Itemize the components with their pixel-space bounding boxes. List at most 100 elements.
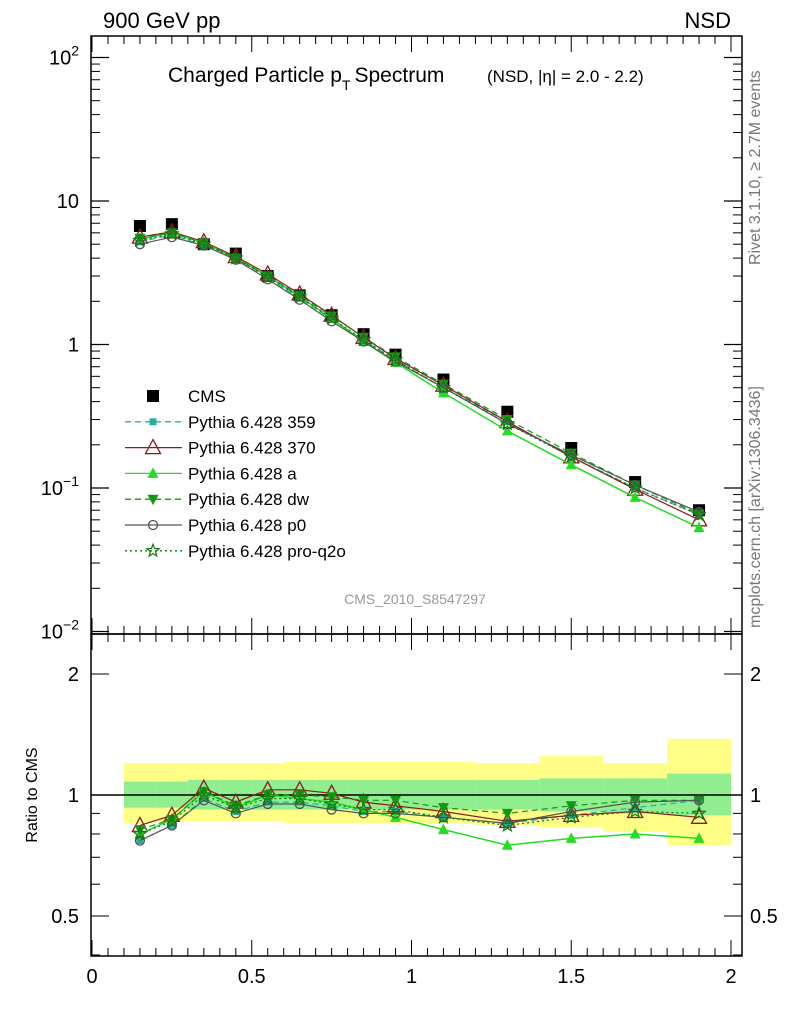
ratio-point-pp0 [262,798,273,810]
main-point-pq2o [691,506,707,522]
ratio-point-p359 [264,798,272,806]
side-text-bottom: mcplots.cern.ch [arXiv:1306.3436] [747,386,764,628]
ratio-point-pdw [262,790,274,801]
main-point-pdw [437,379,449,391]
ratio-point-pq2o [563,809,580,824]
ratio-y-tick-label-left: 1 [68,785,79,807]
ratio-point-p359 [200,795,208,803]
legend-item-pdw: Pythia 6.428 dw [125,490,310,509]
ratio-point-pa [565,832,577,843]
ratio-point-pp0 [390,808,401,819]
ratio-point-pdw [294,790,306,801]
ratio-point-pdw [166,814,178,826]
ratio-point-pq2o [196,786,212,802]
main-point-pp0 [390,356,401,367]
main-point-pq2o [627,479,643,495]
main-point-pp0 [358,336,369,347]
main-title-rest: Spectrum [355,64,445,87]
x-ticks: 0 0.5 1 1.5 2 [86,36,737,988]
main-title: Charged Particle pT Spectrum [168,64,444,93]
ratio-point-pdw [230,801,242,812]
main-point-pp0 [230,254,241,265]
ratio-point-pdw [437,803,449,814]
main-point-cms [133,219,146,232]
ratio-point-pp0 [294,798,305,810]
ratio-y-tick-label-right: 2 [750,664,761,686]
legend-label-p359: Pythia 6.428 359 [188,413,316,432]
main-point-pq2o [291,288,308,304]
main-y-tick-label: 10−1 [41,473,79,500]
legend-item-p370: Pythia 6.428 370 [125,438,316,458]
legend-label-pa: Pythia 6.428 a [188,464,297,483]
main-point-pq2o [132,232,148,248]
legend-marker-p370 [144,438,162,455]
main-point-pp0 [326,316,337,327]
main-point-pq2o [563,448,580,464]
ratio-point-pq2o [691,805,707,820]
main-series-layer [131,218,708,533]
legend-marker-pdw [147,494,159,506]
ratio-point-pdw [390,795,402,807]
legend-label-pq2o: Pythia 6.428 pro-q2o [188,542,346,561]
legend-item-pa: Pythia 6.428 a [125,464,297,483]
x-tick-label: 1 [406,966,417,988]
ratio-point-pq2o [323,795,340,811]
legend-label-cms: CMS [188,387,226,406]
main-point-pdw [358,332,370,344]
ratio-point-p370 [626,802,644,819]
ratio-point-pq2o [435,809,452,824]
ratio-y-tick-label-left: 0.5 [51,906,79,928]
main-point-pdw [262,271,274,283]
main-y-tick-label: 1 [68,335,79,357]
main-point-pa [693,521,705,533]
ratio-point-pp0 [166,820,178,831]
main-point-pdw [134,233,146,245]
ratio-point-pq2o [164,813,180,828]
main-point-cms [501,405,514,418]
ratio-point-pq2o [355,801,372,817]
ratio-y-tick-label-right: 1 [750,785,761,807]
main-point-pq2o [259,268,276,284]
main-series-pa [134,226,705,533]
ratio-y-tick-label-left: 2 [68,664,79,686]
ratio-line-pp0 [139,799,700,842]
main-point-pdw [166,228,178,239]
ratio-point-pq2o [627,803,643,819]
main-point-pa [565,458,577,470]
legend-marker-pa [147,467,159,478]
ratio-point-pq2o [132,825,148,841]
main-point-pp0 [134,239,146,250]
main-point-pq2o [499,415,516,431]
analysis-tag: CMS_2010_S8547297 [344,591,486,607]
main-y-ticks: 10−2 10−1 1 10 102 [41,43,742,644]
side-text-top: Rivet 3.1.10, ≥ 2.7M events [747,70,764,265]
ratio-point-pq2o [259,790,276,806]
header-left-label: 900 GeV pp [103,8,220,33]
legend: CMS Pythia 6.428 359 Pythia 6.428 370 Pythi… [125,387,346,561]
legend-marker-pq2o [145,542,161,558]
ratio-point-pdw [198,787,210,798]
ratio-line-p359 [139,797,700,842]
legend-marker-pp0 [147,519,159,531]
x-tick-label: 2 [725,966,736,988]
main-point-pp0 [198,240,209,251]
ratio-point-pa [501,839,513,850]
main-point-pq2o [387,351,404,367]
ratio-point-pq2o [228,799,244,815]
main-y-tick-label: 10 [57,191,79,213]
main-line-pdw [139,232,700,515]
legend-label-p370: Pythia 6.428 370 [188,439,316,458]
ratio-ylabel: Ratio to CMS [24,747,41,842]
ratio-point-pa [629,827,641,839]
main-point-pq2o [323,310,340,325]
ratio-series-pq2o [132,786,707,841]
ratio-point-pq2o [291,790,308,806]
ratio-point-pa [437,823,449,835]
ratio-point-pp0 [358,808,369,819]
main-series-pq2o [132,225,707,522]
main-title-text: Charged Particle p [168,64,342,87]
main-point-pa [629,491,641,502]
legend-marker-p359 [149,418,157,426]
legend-label-pp0: Pythia 6.428 p0 [188,516,306,535]
main-point-pq2o [164,225,180,241]
